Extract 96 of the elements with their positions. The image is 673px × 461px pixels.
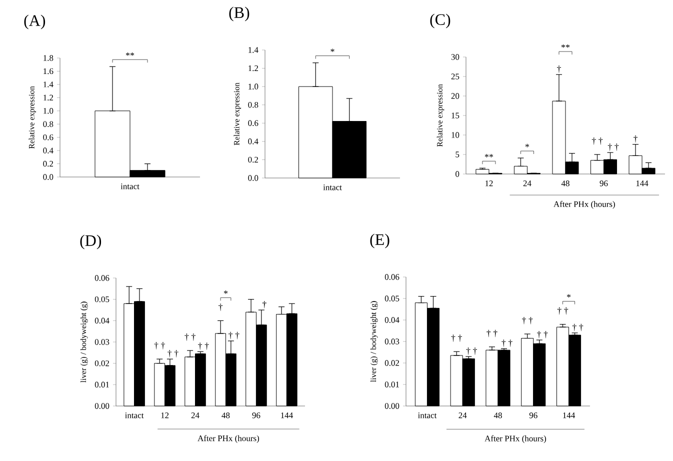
y-tick-label: 0.00 — [94, 403, 110, 409]
y-tick-label: 1.0 — [44, 108, 54, 114]
y-tick-label: 0 — [456, 171, 460, 177]
y-tick-label: 1.2 — [248, 65, 258, 72]
x-tick-label: intact — [120, 184, 140, 190]
annotation: ** — [484, 154, 494, 158]
y-tick-label: 0.0 — [43, 174, 54, 180]
y-tick-label: 0.00 — [384, 403, 400, 409]
x-tick-label: 144 — [563, 412, 576, 418]
x-tick-label: 48 — [494, 412, 502, 418]
y-tick-label: 0.06 — [384, 274, 400, 280]
annotation: † † — [228, 332, 240, 340]
y-tick-label: 30 — [451, 54, 460, 60]
x-tick-label: 96 — [600, 180, 608, 186]
x-tick-label: 24 — [458, 412, 467, 418]
y-tick-label: 0.04 — [384, 317, 400, 323]
y-tick-label: 0.04 — [94, 318, 110, 324]
y-tick-label: 0.6 — [43, 134, 54, 140]
y-tick-label: 0.8 — [248, 102, 258, 108]
y-tick-label: 0.0 — [248, 175, 258, 181]
annotation: † † — [168, 350, 178, 358]
y-axis-title: liver (g) / bodyweight (g) — [80, 302, 88, 382]
annotation: * — [566, 294, 571, 298]
x-tick-label: 48 — [222, 412, 230, 418]
chart-title: (C) — [430, 14, 450, 28]
annotation: * — [330, 48, 334, 52]
x-axis-title: After PHx (hours) — [198, 435, 260, 443]
annotation: † † — [486, 330, 498, 338]
y-tick-label: 0.05 — [384, 296, 400, 302]
y-tick-label: 0.2 — [43, 160, 54, 167]
x-tick-label: intact — [125, 412, 144, 418]
annotation: † † — [184, 334, 196, 341]
chart-title: (E) — [370, 234, 390, 248]
y-tick-label: 0.06 — [94, 275, 110, 281]
y-tick-label: 0.8 — [43, 121, 54, 127]
y-tick-label: 0.01 — [94, 382, 109, 388]
x-tick-label: 96 — [252, 412, 260, 418]
x-tick-label: 12 — [485, 180, 493, 186]
annotation: * — [224, 290, 228, 294]
annotation: † — [634, 135, 638, 143]
y-tick-label: 1.0 — [248, 84, 258, 90]
y-tick-label: 1.4 — [44, 82, 54, 88]
y-tick-label: 0.03 — [384, 338, 400, 344]
annotation: † † — [451, 334, 462, 342]
y-tick-label: 0.2 — [248, 156, 258, 163]
y-tick-label: 0.4 — [248, 138, 258, 144]
x-tick-label: 12 — [161, 412, 169, 418]
x-axis-title: After PHx (hours) — [554, 200, 615, 209]
y-axis-title: Relative expression — [234, 82, 241, 146]
y-tick-label: 0.05 — [94, 296, 110, 302]
chart-title: (D) — [80, 234, 102, 250]
y-tick-label: 5 — [456, 152, 460, 158]
y-tick-label: 20 — [451, 93, 460, 99]
annotation: † — [557, 66, 561, 73]
text: ** — [561, 44, 570, 48]
x-tick-label: intact — [418, 412, 437, 418]
x-tick-label: 48 — [561, 180, 570, 186]
y-tick-label: 1.2 — [44, 94, 54, 101]
annotation: † † — [608, 144, 619, 151]
y-axis-title: liver (g) / bodyweight (g) — [370, 301, 378, 382]
annotation: † — [218, 304, 223, 311]
annotation: † — [262, 300, 266, 308]
chart-title: (A) — [24, 14, 46, 30]
annotation: † † — [592, 137, 603, 145]
annotation: † † — [502, 340, 512, 347]
y-axis-title: Relative expression — [28, 86, 36, 149]
x-tick-label: 24 — [523, 180, 532, 186]
y-tick-label: 1.6 — [44, 68, 54, 74]
annotation: † † — [572, 324, 584, 332]
annotation: † † — [537, 330, 548, 338]
y-tick-label: 0.01 — [384, 382, 399, 388]
y-tick-label: 0.6 — [248, 120, 258, 126]
annotation: † † — [522, 316, 533, 324]
y-tick-label: 0.02 — [94, 360, 110, 366]
chart-title: (B) — [229, 6, 250, 22]
annotation: † † — [466, 348, 477, 355]
y-axis-title: Relative expression — [436, 84, 444, 147]
x-tick-label: 96 — [529, 412, 538, 418]
text: ** — [126, 52, 134, 56]
y-tick-label: 0.02 — [384, 360, 399, 366]
x-tick-label: intact — [323, 184, 342, 190]
annotation: * — [525, 144, 530, 148]
annotation: † † — [154, 342, 165, 350]
y-tick-label: 1.4 — [248, 47, 258, 53]
y-tick-label: 10 — [452, 132, 460, 138]
annotation: † † — [557, 307, 568, 315]
x-tick-label: 24 — [191, 412, 200, 418]
y-tick-label: 15 — [452, 112, 460, 118]
x-tick-label: 144 — [636, 180, 648, 186]
y-tick-label: 1.8 — [44, 55, 54, 61]
y-tick-label: 0.4 — [43, 148, 54, 154]
x-axis-title: After PHx (hours) — [484, 435, 546, 444]
y-tick-label: 25 — [451, 74, 460, 80]
annotation: † † — [198, 342, 209, 350]
y-tick-label: 0.03 — [94, 339, 110, 345]
x-tick-label: 144 — [281, 412, 293, 418]
